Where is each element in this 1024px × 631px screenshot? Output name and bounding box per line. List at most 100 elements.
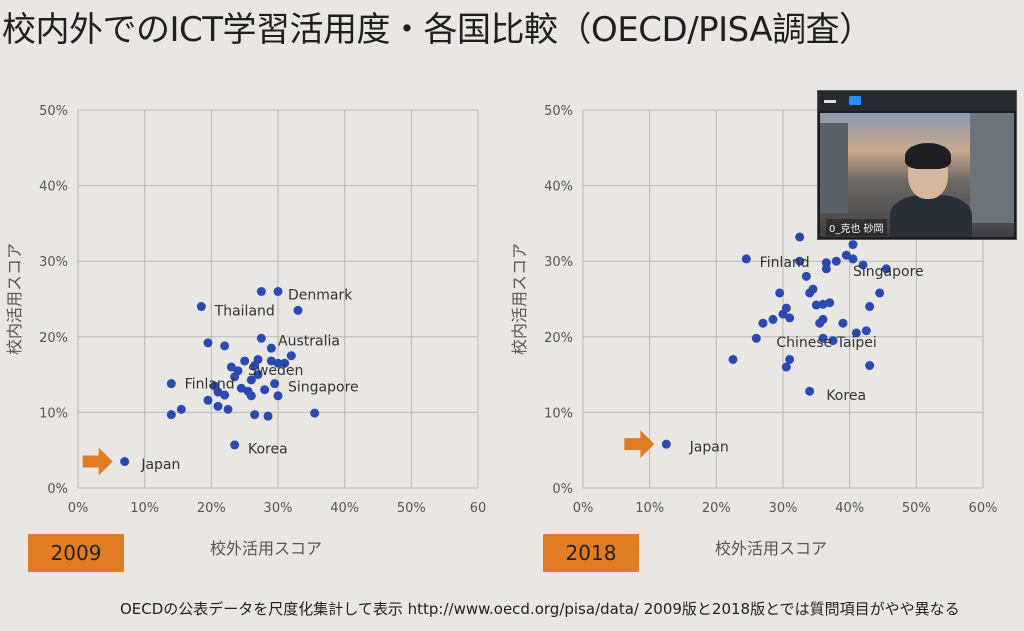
data-point: [293, 305, 303, 315]
data-point: [781, 303, 791, 313]
data-point: [260, 385, 270, 395]
minimize-icon[interactable]: [824, 100, 836, 103]
video-icon[interactable]: [849, 96, 861, 105]
data-point: [280, 358, 290, 368]
data-point: [256, 333, 266, 343]
data-point: [246, 375, 256, 385]
data-point: [838, 318, 848, 328]
y-axis-title: 校内活用スコア: [5, 243, 24, 355]
y-tick-label: 10%: [39, 406, 68, 421]
data-point: [758, 318, 768, 328]
point-label: Singapore: [288, 380, 359, 396]
data-point: [246, 391, 256, 401]
arrow-right-icon: [82, 447, 113, 476]
data-point: [176, 404, 186, 414]
arrow-right-icon: [624, 430, 655, 459]
data-point: [768, 314, 778, 324]
y-tick-label: 50%: [544, 104, 573, 119]
data-point: [865, 302, 875, 312]
data-point: [825, 298, 835, 308]
data-point: [166, 410, 176, 420]
data-point: [273, 358, 283, 368]
data-point: [250, 410, 260, 420]
data-point: [240, 356, 250, 366]
data-point: [795, 232, 805, 242]
point-label: Thailand: [214, 303, 275, 319]
data-point: [263, 411, 273, 421]
point-label: Australia: [278, 334, 340, 350]
point-label: Chinese Taipei: [776, 335, 876, 351]
background-building: [820, 123, 848, 213]
x-axis-title: 校外活用スコア: [715, 539, 827, 558]
data-point: [811, 300, 821, 310]
video-thumbnail[interactable]: 0_克也 砂岡: [817, 90, 1017, 240]
scatter-chart-2018: 0% 10% 20% 30% 40% 50% 60% 0% 10% 20% 30% 40% 50% 校外活…: [510, 104, 998, 558]
x-tick-label: 50%: [397, 501, 426, 516]
point-label: Japan: [689, 439, 729, 455]
data-point: [203, 395, 213, 405]
data-point: [785, 354, 795, 364]
data-point: [230, 440, 240, 450]
data-point: [203, 338, 213, 348]
data-point: [120, 457, 130, 467]
data-point: [751, 333, 761, 343]
slide-title: 校内外でのICT学習活用度・各国比較（OECD/PISA調査）: [2, 10, 873, 50]
x-tick-label: 60: [470, 501, 487, 516]
y-tick-label: 20%: [39, 331, 68, 346]
data-point: [253, 354, 263, 364]
person-hair: [905, 143, 951, 169]
y-tick-label: 30%: [39, 255, 68, 270]
data-point: [270, 379, 280, 389]
data-point: [741, 254, 751, 264]
data-point: [223, 404, 233, 414]
y-tick-label: 20%: [544, 331, 573, 346]
data-point: [841, 250, 851, 260]
x-tick-label: 10%: [635, 501, 664, 516]
data-point: [858, 260, 868, 270]
year-badge-2018: 2018: [543, 534, 639, 572]
background-building: [970, 113, 1014, 223]
point-label: Denmark: [288, 287, 353, 303]
data-point: [848, 240, 858, 250]
video-toolbar: [818, 91, 1016, 111]
x-tick-label: 60%: [969, 501, 998, 516]
data-point: [881, 264, 891, 274]
x-tick-label: 40%: [330, 501, 359, 516]
y-tick-label: 10%: [544, 406, 573, 421]
data-point: [266, 343, 276, 353]
data-point: [233, 366, 243, 376]
data-point: [851, 328, 861, 338]
data-point: [831, 256, 841, 266]
x-tick-label: 20%: [702, 501, 731, 516]
point-label: Finland: [760, 255, 810, 271]
data-point: [875, 288, 885, 298]
x-tick-label: 50%: [902, 501, 931, 516]
point-label: Korea: [826, 388, 866, 404]
data-point: [781, 362, 791, 372]
x-tick-label: 20%: [197, 501, 226, 516]
point-label: Japan: [140, 457, 180, 473]
y-tick-label: 0%: [47, 482, 68, 497]
year-badge-2009: 2009: [28, 534, 124, 572]
participant-name: 0_克也 砂岡: [826, 219, 887, 236]
x-tick-label: 30%: [264, 501, 293, 516]
data-point: [166, 379, 176, 389]
point-label: Sweden: [248, 363, 303, 379]
data-point: [226, 362, 236, 372]
data-point: [256, 286, 266, 296]
x-tick-label: 0%: [68, 501, 89, 516]
person-body: [890, 195, 972, 237]
y-tick-label: 40%: [544, 180, 573, 195]
y-tick-label: 50%: [39, 104, 68, 119]
point-label: Singapore: [853, 264, 924, 280]
data-point: [220, 341, 230, 351]
footnote: OECDの公表データを尺度化集計して表示 http://www.oecd.org…: [120, 600, 960, 618]
data-point: [310, 408, 320, 418]
data-point: [861, 326, 871, 336]
data-point: [220, 390, 230, 400]
y-tick-label: 0%: [552, 482, 573, 497]
data-point: [865, 361, 875, 371]
data-point: [848, 254, 858, 264]
y-tick-label: 40%: [39, 180, 68, 195]
x-tick-label: 30%: [769, 501, 798, 516]
